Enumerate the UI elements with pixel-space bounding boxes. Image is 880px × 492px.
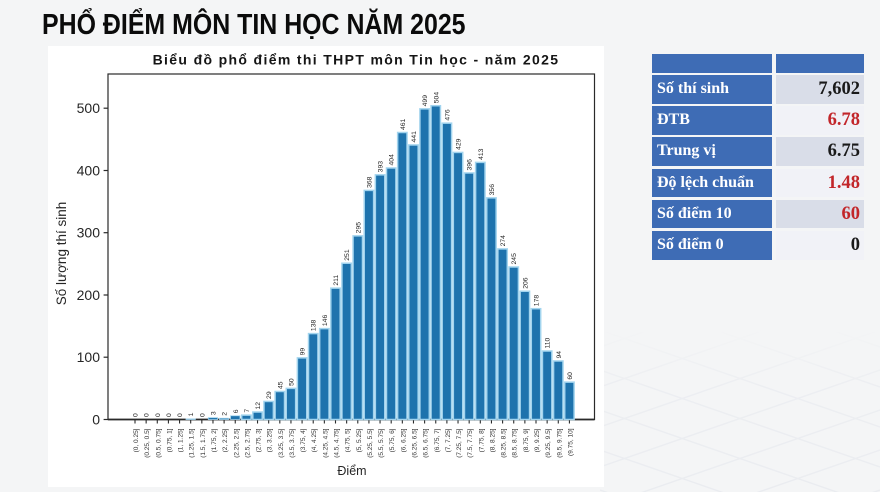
svg-text:200: 200 <box>77 287 101 303</box>
svg-text:100: 100 <box>77 349 101 365</box>
svg-text:138: 138 <box>311 320 318 332</box>
svg-text:0: 0 <box>155 413 162 417</box>
svg-text:6: 6 <box>233 409 240 413</box>
svg-text:(8, 8.25]: (8, 8.25] <box>489 428 496 452</box>
svg-text:29: 29 <box>266 391 273 399</box>
svg-text:(5, 5.25]: (5, 5.25] <box>356 428 363 452</box>
svg-text:0: 0 <box>199 413 206 417</box>
svg-text:(8.5, 8.75]: (8.5, 8.75] <box>512 428 519 457</box>
svg-text:(2.75, 3]: (2.75, 3] <box>256 428 263 452</box>
svg-text:(1.75, 2]: (1.75, 2] <box>211 428 218 452</box>
svg-text:(9.75, 10]: (9.75, 10] <box>567 428 574 456</box>
svg-text:(6.5, 6.75]: (6.5, 6.75] <box>423 428 430 457</box>
svg-text:300: 300 <box>77 225 101 241</box>
svg-text:211: 211 <box>333 275 340 286</box>
svg-text:(2.25, 2.5]: (2.25, 2.5] <box>233 428 240 457</box>
svg-text:(3.75, 4]: (3.75, 4] <box>300 428 307 452</box>
svg-text:206: 206 <box>522 277 529 289</box>
svg-text:429: 429 <box>456 138 463 150</box>
svg-text:368: 368 <box>366 176 373 188</box>
svg-text:0: 0 <box>166 413 173 417</box>
svg-text:(7.25, 7.5]: (7.25, 7.5] <box>456 428 463 457</box>
svg-text:(3, 3.25]: (3, 3.25] <box>267 428 274 452</box>
svg-text:(7, 7.25]: (7, 7.25] <box>445 428 452 452</box>
svg-text:499: 499 <box>422 95 429 107</box>
svg-text:Biểu đồ phổ điểm thi THPT môn: Biểu đồ phổ điểm thi THPT môn Tin học - … <box>153 52 560 68</box>
svg-text:(3.5, 3.75]: (3.5, 3.75] <box>289 428 296 457</box>
svg-text:Điểm: Điểm <box>337 464 366 478</box>
svg-text:461: 461 <box>400 118 407 130</box>
svg-text:3: 3 <box>210 411 217 415</box>
svg-text:0: 0 <box>144 413 151 417</box>
svg-text:(5.5, 5.75]: (5.5, 5.75] <box>378 428 385 457</box>
svg-text:(4.5, 4.75]: (4.5, 4.75] <box>334 428 341 457</box>
svg-text:(4, 4.25]: (4, 4.25] <box>311 428 318 452</box>
svg-text:413: 413 <box>478 148 485 160</box>
svg-text:94: 94 <box>556 351 563 359</box>
svg-text:441: 441 <box>411 131 418 143</box>
svg-text:(3.25, 3.5]: (3.25, 3.5] <box>278 428 285 457</box>
svg-text:60: 60 <box>567 372 574 380</box>
svg-text:251: 251 <box>344 249 351 261</box>
svg-text:476: 476 <box>444 109 451 121</box>
svg-text:0: 0 <box>133 413 140 417</box>
svg-text:400: 400 <box>77 162 101 178</box>
svg-text:393: 393 <box>378 161 385 173</box>
svg-text:(8.25, 8.5]: (8.25, 8.5] <box>501 428 508 457</box>
svg-text:146: 146 <box>322 315 329 327</box>
svg-text:(7.5, 7.75]: (7.5, 7.75] <box>467 428 474 457</box>
svg-text:(6.25, 6.5]: (6.25, 6.5] <box>411 428 418 457</box>
svg-text:(6.75, 7]: (6.75, 7] <box>434 428 441 452</box>
svg-text:50: 50 <box>288 378 295 386</box>
svg-text:178: 178 <box>534 295 541 307</box>
svg-text:7: 7 <box>244 409 251 413</box>
svg-text:(0.25, 0.5]: (0.25, 0.5] <box>144 428 151 457</box>
svg-text:(2.5, 2.75]: (2.5, 2.75] <box>244 428 251 457</box>
svg-text:504: 504 <box>433 92 440 104</box>
svg-text:(8.75, 9]: (8.75, 9] <box>523 428 530 452</box>
svg-text:12: 12 <box>255 402 262 410</box>
svg-text:(1, 1.25]: (1, 1.25] <box>178 428 185 452</box>
svg-text:274: 274 <box>500 235 507 247</box>
svg-text:(9.25, 9.5]: (9.25, 9.5] <box>545 428 552 457</box>
svg-text:110: 110 <box>545 337 552 348</box>
svg-text:(0.75, 1]: (0.75, 1] <box>166 428 173 452</box>
svg-text:(9.5, 9.75]: (9.5, 9.75] <box>556 428 563 457</box>
svg-text:1: 1 <box>188 412 195 416</box>
svg-text:404: 404 <box>389 154 396 166</box>
svg-text:(2, 2.25]: (2, 2.25] <box>222 428 229 452</box>
svg-text:(7.75, 8]: (7.75, 8] <box>478 428 485 452</box>
svg-text:(6, 6.25]: (6, 6.25] <box>400 428 407 452</box>
svg-text:295: 295 <box>355 222 362 234</box>
svg-text:(5.25, 5.5]: (5.25, 5.5] <box>367 428 374 457</box>
svg-text:(5.75, 6]: (5.75, 6] <box>389 428 396 452</box>
svg-text:(0, 0.25]: (0, 0.25] <box>133 428 140 452</box>
svg-text:0: 0 <box>177 413 184 417</box>
svg-text:Số lượng thí sinh: Số lượng thí sinh <box>54 202 69 305</box>
svg-text:99: 99 <box>300 348 307 356</box>
svg-text:(1.25, 1.5]: (1.25, 1.5] <box>189 428 196 457</box>
svg-text:(1.5, 1.75]: (1.5, 1.75] <box>200 428 207 457</box>
svg-text:500: 500 <box>77 100 101 116</box>
svg-text:(0.5, 0.75]: (0.5, 0.75] <box>155 428 162 457</box>
svg-text:396: 396 <box>467 159 474 171</box>
svg-text:2: 2 <box>222 412 229 416</box>
svg-text:(4.25, 4.5]: (4.25, 4.5] <box>322 428 329 457</box>
svg-text:0: 0 <box>92 411 100 427</box>
svg-text:(4.75, 5]: (4.75, 5] <box>345 428 352 452</box>
svg-text:(9, 9.25]: (9, 9.25] <box>534 428 541 452</box>
svg-text:45: 45 <box>277 381 284 389</box>
svg-text:245: 245 <box>511 253 518 265</box>
svg-text:356: 356 <box>489 184 496 196</box>
